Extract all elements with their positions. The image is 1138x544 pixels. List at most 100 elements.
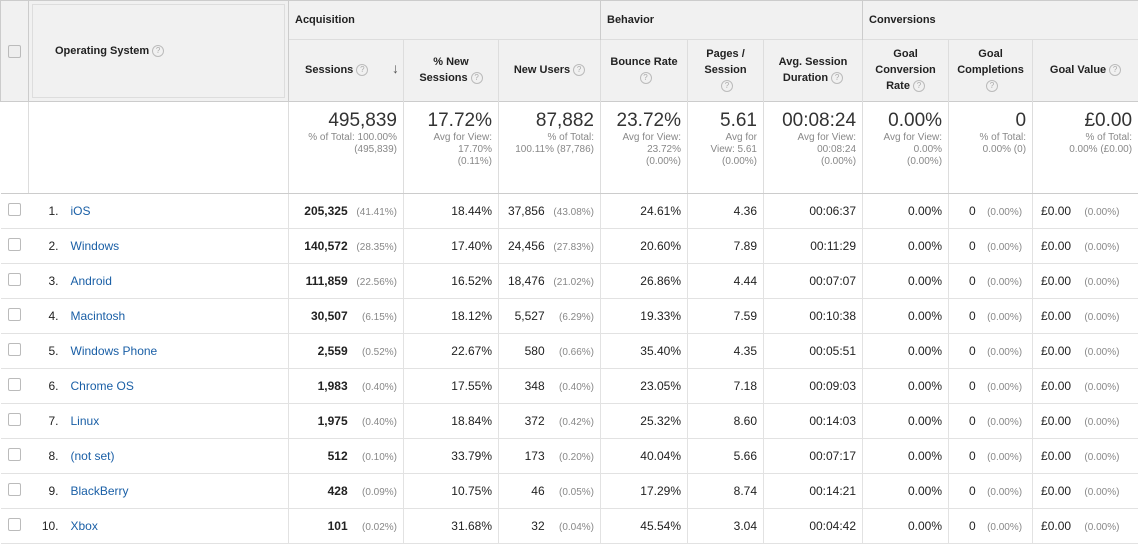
goal-completions-cell: 0 (0.00%)	[949, 229, 1033, 264]
avg-duration-header-line2: Duration	[783, 72, 828, 84]
row-checkbox[interactable]	[8, 308, 21, 321]
os-cell: 4. Macintosh	[29, 299, 289, 334]
col-sessions[interactable]: Sessions? ↓	[289, 39, 404, 101]
bounce-rate-cell: 24.61%	[601, 194, 688, 229]
new-users-cell: 32 (0.04%)	[499, 509, 601, 544]
os-link[interactable]: Macintosh	[71, 309, 126, 323]
goal-conversion-cell: 0.00%	[863, 299, 949, 334]
goal-conversion-cell: 0.00%	[863, 509, 949, 544]
new-users-cell: 37,856 (43.08%)	[499, 194, 601, 229]
bounce-rate-cell: 26.86%	[601, 264, 688, 299]
os-column-header[interactable]: Operating System ?	[32, 4, 285, 98]
new-sessions-cell: 18.12%	[404, 299, 499, 334]
goal-completions-cell: 0 (0.00%)	[949, 299, 1033, 334]
avg-duration-cell: 00:14:21	[764, 474, 863, 509]
row-checkbox[interactable]	[8, 483, 21, 496]
row-checkbox[interactable]	[8, 413, 21, 426]
help-icon[interactable]: ?	[986, 80, 998, 92]
help-icon[interactable]: ?	[831, 72, 843, 84]
goal-conv-header-line1: Goal	[893, 48, 917, 60]
avg-duration-cell: 00:07:17	[764, 439, 863, 474]
row-checkbox-cell	[1, 229, 29, 264]
pages-session-cell: 3.04	[688, 509, 764, 544]
bounce-rate-cell: 20.60%	[601, 229, 688, 264]
os-link[interactable]: Android	[71, 274, 112, 288]
help-icon[interactable]: ?	[640, 72, 652, 84]
os-link[interactable]: BlackBerry	[71, 484, 129, 498]
goal-value-cell: £0.00 (0.00%)	[1033, 299, 1138, 334]
bounce-rate-cell: 25.32%	[601, 404, 688, 439]
os-link[interactable]: Windows	[71, 239, 120, 253]
os-link[interactable]: Windows Phone	[71, 344, 158, 358]
row-checkbox[interactable]	[8, 238, 21, 251]
help-icon[interactable]: ?	[471, 72, 483, 84]
row-number: 4.	[29, 309, 59, 323]
goal-value-cell: £0.00 (0.00%)	[1033, 229, 1138, 264]
avg-duration-cell: 00:09:03	[764, 369, 863, 404]
new-sessions-cell: 33.79%	[404, 439, 499, 474]
new-sessions-cell: 17.40%	[404, 229, 499, 264]
new-sessions-cell: 10.75%	[404, 474, 499, 509]
goal-value-cell: £0.00 (0.00%)	[1033, 369, 1138, 404]
row-checkbox-cell	[1, 404, 29, 439]
help-icon[interactable]: ?	[721, 80, 733, 92]
pages-session-cell: 7.89	[688, 229, 764, 264]
row-number: 7.	[29, 414, 59, 428]
pages-session-cell: 4.35	[688, 334, 764, 369]
goal-completions-cell: 0 (0.00%)	[949, 439, 1033, 474]
help-icon[interactable]: ?	[913, 80, 925, 92]
pages-header-line2: Session	[704, 64, 746, 76]
col-new-sessions[interactable]: % New Sessions?	[404, 39, 499, 101]
os-cell: 6.Chrome OS	[29, 369, 289, 404]
goal-completions-cell: 0 (0.00%)	[949, 334, 1033, 369]
os-link[interactable]: (not set)	[71, 449, 115, 463]
col-goal-conversion-rate[interactable]: Goal Conversion Rate?	[863, 39, 949, 101]
row-checkbox[interactable]	[8, 343, 21, 356]
row-checkbox[interactable]	[8, 378, 21, 391]
total-new-sessions: 17.72% Avg for View: 17.70% (0.11%)	[404, 102, 499, 194]
select-all-checkbox[interactable]	[8, 45, 21, 58]
goal-value-cell: £0.00 (0.00%)	[1033, 509, 1138, 544]
sort-down-arrow-icon[interactable]: ↓	[392, 60, 399, 76]
help-icon[interactable]: ?	[152, 45, 164, 57]
new-users-cell: 580 (0.66%)	[499, 334, 601, 369]
os-link[interactable]: iOS	[71, 204, 91, 218]
sessions-cell: 1,983 (0.40%)	[289, 369, 404, 404]
new-sessions-cell: 17.55%	[404, 369, 499, 404]
avg-duration-cell: 00:04:42	[764, 509, 863, 544]
goal-value-cell: £0.00 (0.00%)	[1033, 474, 1138, 509]
bounce-rate-cell: 17.29%	[601, 474, 688, 509]
col-pages-session[interactable]: Pages / Session?	[688, 39, 764, 101]
help-icon[interactable]: ?	[573, 64, 585, 76]
os-link[interactable]: Xbox	[71, 519, 98, 533]
os-link[interactable]: Chrome OS	[71, 379, 134, 393]
col-goal-value[interactable]: Goal Value?	[1033, 39, 1138, 101]
col-bounce-rate[interactable]: Bounce Rate?	[601, 39, 688, 101]
goal-conv-header-line2: Conversion	[875, 64, 936, 76]
group-acquisition: Acquisition	[289, 1, 601, 40]
help-icon[interactable]: ?	[356, 64, 368, 76]
new-users-cell: 348 (0.40%)	[499, 369, 601, 404]
col-avg-session-duration[interactable]: Avg. Session Duration?	[764, 39, 863, 101]
os-cell: 5. Windows Phone	[29, 334, 289, 369]
row-checkbox-cell	[1, 439, 29, 474]
new-users-cell: 46 (0.05%)	[499, 474, 601, 509]
row-checkbox[interactable]	[8, 448, 21, 461]
col-new-users[interactable]: New Users?	[499, 39, 601, 101]
goal-completions-cell: 0 (0.00%)	[949, 369, 1033, 404]
row-checkbox[interactable]	[8, 518, 21, 531]
avg-duration-cell: 00:14:03	[764, 404, 863, 439]
row-checkbox[interactable]	[8, 203, 21, 216]
help-icon[interactable]: ?	[1109, 64, 1121, 76]
os-link[interactable]: Linux	[71, 414, 100, 428]
avg-duration-cell: 00:07:07	[764, 264, 863, 299]
col-goal-completions[interactable]: Goal Completions?	[949, 39, 1033, 101]
goal-conversion-cell: 0.00%	[863, 369, 949, 404]
row-number: 5.	[29, 344, 59, 358]
row-checkbox[interactable]	[8, 273, 21, 286]
sessions-header-label: Sessions	[305, 64, 353, 76]
